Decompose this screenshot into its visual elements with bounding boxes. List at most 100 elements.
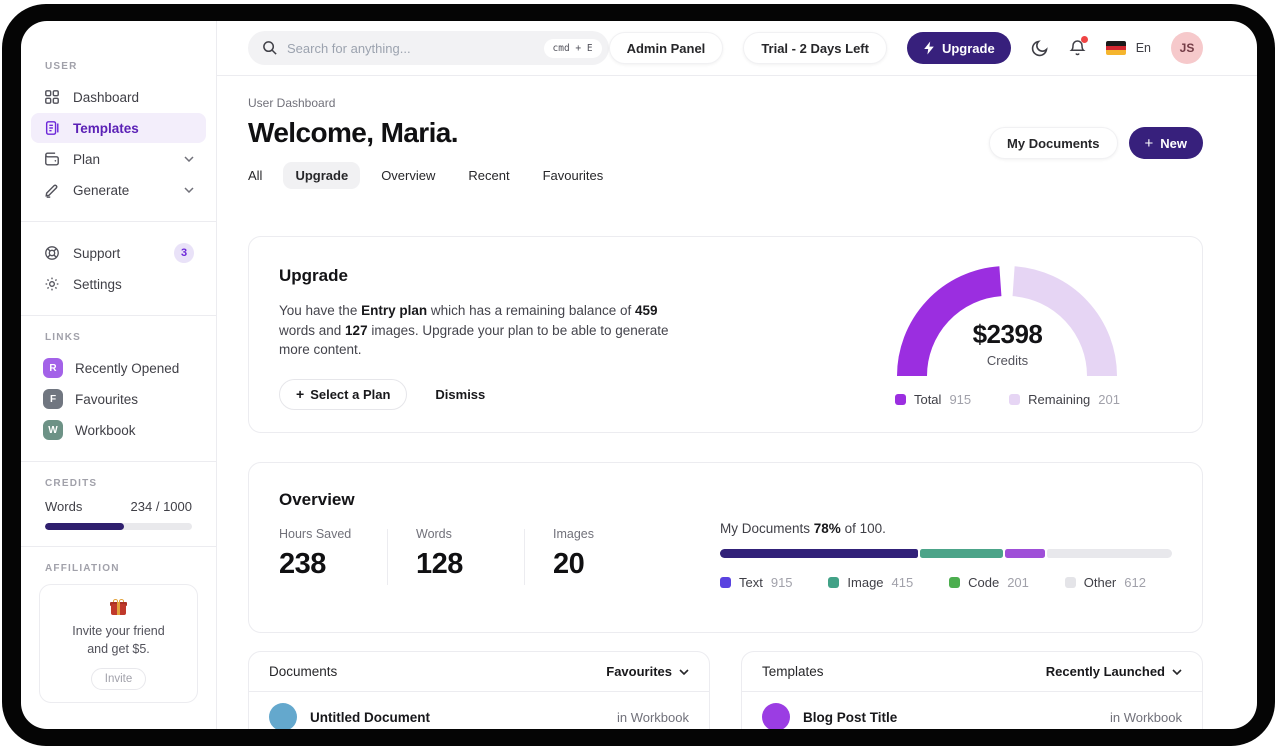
legend-swatch [720, 577, 731, 588]
gauge-total-arc [897, 266, 1003, 377]
documents-progress-title: My Documents 78% of 100. [720, 521, 886, 536]
sidebar-item-generate[interactable]: Generate [31, 175, 206, 205]
document-location: in Workbook [616, 709, 689, 725]
tab-overview[interactable]: Overview [381, 168, 436, 183]
language-selector[interactable] [1105, 41, 1126, 55]
document-list-item[interactable]: Untitled Document in Workbook [249, 692, 709, 729]
templates-document-icon [43, 119, 61, 137]
gear-icon [43, 275, 61, 293]
sidebar-section-user: USER [45, 61, 78, 72]
sidebar-link-favourites[interactable]: F Favourites [31, 384, 206, 414]
template-list-item[interactable]: Blog Post Title in Workbook [742, 692, 1202, 729]
templates-card-title: Templates [762, 664, 824, 679]
legend-swatch [1064, 577, 1076, 588]
upgrade-card-body: You have the Entry plan which has a rema… [279, 303, 669, 358]
sidebar-section-affiliation: AFFILIATION [45, 563, 120, 574]
template-name: Blog Post Title [803, 709, 898, 725]
sidebar-divider [21, 221, 216, 222]
legend-swatch [894, 394, 906, 405]
support-count-badge: 3 [174, 243, 194, 263]
dashboard-grid-icon [43, 88, 61, 106]
upgrade-button[interactable]: Upgrade [906, 32, 1011, 64]
legend-item-image: Image 415 [828, 575, 913, 590]
dark-mode-toggle[interactable] [1031, 39, 1049, 57]
stat-divider [387, 529, 388, 585]
new-button[interactable]: + New [1128, 127, 1203, 159]
select-plan-button[interactable]: + Select a Plan [279, 378, 408, 410]
gauge-center-label: Credits [986, 353, 1029, 368]
chevron-down-icon [1172, 668, 1182, 675]
user-avatar[interactable]: JS [1171, 32, 1203, 64]
app-window: USER Dashboard Templates Plan [21, 21, 1257, 729]
sidebar-item-label: Dashboard [73, 89, 140, 105]
upgrade-card-title: Upgrade [279, 266, 348, 285]
search-input[interactable] [287, 40, 535, 56]
gauge-center-value: $2398 [972, 319, 1043, 349]
link-avatar: R [43, 358, 63, 378]
tab-all[interactable]: All [248, 168, 263, 183]
sidebar-divider [21, 315, 216, 316]
legend-item-code: Code 201 [949, 575, 1029, 590]
overview-card: Overview Hours Saved 238 Words 128 [248, 462, 1203, 633]
sidebar-section-credits: CREDITS [45, 478, 98, 489]
legend-swatch [949, 577, 961, 588]
sidebar-item-support[interactable]: Support 3 [31, 238, 206, 268]
sidebar-item-label: Plan [73, 151, 101, 167]
gift-icon [110, 599, 127, 615]
search-shortcut-badge: cmd + E [543, 38, 602, 58]
legend-swatch [1009, 394, 1021, 405]
gauge-legend: Total 915 Remaining 201 [894, 392, 1120, 407]
tab-recent[interactable]: Recent [468, 168, 510, 183]
sidebar-link-recently-opened[interactable]: R Recently Opened [31, 353, 206, 383]
chevron-down-icon [184, 156, 194, 162]
search-bar[interactable]: cmd + E [248, 31, 609, 65]
dismiss-button[interactable]: Dismiss [435, 386, 486, 402]
notification-dot [1080, 36, 1088, 43]
page-title: Welcome, Maria. [248, 117, 459, 148]
sidebar-divider [21, 546, 216, 547]
admin-panel-button[interactable]: Admin Panel [608, 32, 724, 64]
legend-label: Remaining [1028, 392, 1091, 407]
templates-card: Templates Recently Launched Blog Post Ti… [741, 651, 1203, 729]
sidebar-section-links: LINKS [45, 332, 81, 343]
legend-item-total: Total 915 [894, 392, 971, 407]
link-avatar: W [43, 420, 63, 440]
sidebar-item-templates[interactable]: Templates [31, 113, 206, 143]
page-content: User Dashboard Welcome, Maria. All Upgra… [217, 76, 1257, 729]
tab-favourites[interactable]: Favourites [542, 168, 604, 183]
sidebar-item-settings[interactable]: Settings [31, 269, 206, 299]
sidebar-item-plan[interactable]: Plan [31, 144, 206, 174]
trial-status-button[interactable]: Trial - 2 Days Left [743, 32, 887, 64]
sidebar-item-label: Templates [73, 120, 139, 136]
credits-progress-fill [45, 523, 125, 530]
credits-type-label: Words [45, 499, 83, 514]
sidebar-link-workbook[interactable]: W Workbook [31, 415, 206, 445]
legend-item-remaining: Remaining 201 [1009, 392, 1120, 407]
sidebar-item-label: Generate [73, 182, 130, 198]
templates-filter-dropdown[interactable]: Recently Launched [1046, 664, 1182, 679]
breadcrumb: User Dashboard [248, 96, 336, 110]
pencil-icon [43, 181, 61, 199]
gauge-arcs [897, 266, 1118, 377]
my-documents-button[interactable]: My Documents [989, 127, 1118, 159]
plus-icon: + [1144, 134, 1154, 152]
bar-segment-image [920, 549, 1004, 558]
notifications-button[interactable] [1069, 36, 1088, 57]
template-avatar [762, 703, 790, 729]
documents-card-title: Documents [269, 664, 338, 679]
germany-flag-icon [1105, 41, 1126, 55]
legend-item-other: Other 612 [1064, 575, 1146, 590]
documents-filter-dropdown[interactable]: Favourites [606, 664, 689, 679]
lightning-icon [923, 41, 935, 55]
invite-button[interactable]: Invite [90, 668, 147, 690]
lifebuoy-icon [43, 244, 61, 262]
plus-icon: + [296, 386, 305, 403]
sidebar-item-dashboard[interactable]: Dashboard [31, 82, 206, 112]
moon-icon [1031, 39, 1049, 57]
document-name: Untitled Document [310, 709, 430, 725]
tab-upgrade[interactable]: Upgrade [283, 162, 361, 189]
bar-segment-other [1046, 549, 1172, 558]
credits-usage-value: 234 / 1000 [130, 499, 192, 514]
template-location: in Workbook [1109, 709, 1182, 725]
affiliation-card: Invite your friend and get $5. Invite [39, 584, 198, 703]
